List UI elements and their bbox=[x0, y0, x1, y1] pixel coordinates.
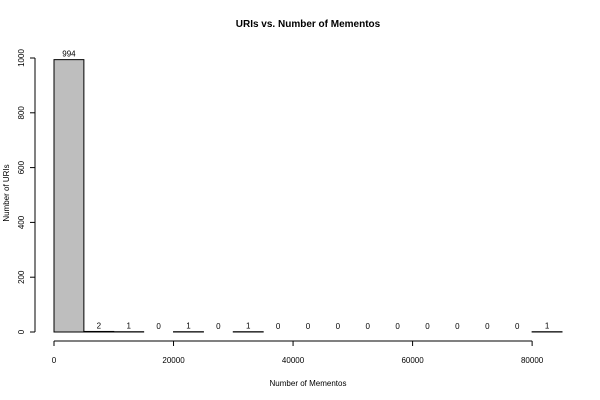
data-labels-group: 994 2 1 0 1 0 1 0 0 0 0 0 0 0 0 0 1 bbox=[62, 50, 550, 331]
x-axis: 0 20000 40000 60000 80000 bbox=[52, 340, 544, 365]
chart-title: URIs vs. Number of Mementos bbox=[236, 19, 381, 30]
bar-value-label: 0 bbox=[455, 322, 460, 331]
y-axis: 0 200 400 600 800 1000 bbox=[17, 49, 36, 334]
y-tick-label: 800 bbox=[17, 106, 26, 120]
x-tick-label: 20000 bbox=[162, 356, 185, 365]
bar-value-label: 0 bbox=[515, 322, 520, 331]
bar-value-label: 994 bbox=[62, 50, 76, 59]
bars-group bbox=[53, 59, 563, 333]
bar-value-label: 0 bbox=[395, 322, 400, 331]
bar-value-label: 0 bbox=[366, 322, 371, 331]
x-axis-title: Number of Mementos bbox=[270, 379, 347, 388]
y-axis-title: Number of URIs bbox=[2, 164, 11, 221]
bar-value-label: 0 bbox=[276, 322, 281, 331]
bar-value-label: 1 bbox=[545, 322, 550, 331]
bar-value-label: 0 bbox=[485, 322, 490, 331]
bar-value-label: 0 bbox=[336, 322, 341, 331]
x-tick-label: 40000 bbox=[282, 356, 305, 365]
x-tick-label: 0 bbox=[52, 356, 57, 365]
y-tick-label: 600 bbox=[17, 160, 26, 174]
y-tick-label: 1000 bbox=[17, 49, 26, 67]
histogram-bar bbox=[83, 330, 115, 333]
y-tick-label: 0 bbox=[17, 329, 26, 334]
bar-value-label: 0 bbox=[306, 322, 311, 331]
bar-value-label: 0 bbox=[156, 322, 161, 331]
bar-value-label: 0 bbox=[425, 322, 430, 331]
y-tick-label: 200 bbox=[17, 270, 26, 284]
x-tick-label: 80000 bbox=[521, 356, 544, 365]
bar-value-label: 1 bbox=[186, 322, 191, 331]
bar-value-label: 0 bbox=[216, 322, 221, 331]
bar-value-label: 1 bbox=[126, 322, 131, 331]
bar-value-label: 2 bbox=[97, 321, 102, 330]
histogram-bar bbox=[53, 59, 85, 333]
y-tick-label: 400 bbox=[17, 215, 26, 229]
bar-value-label: 1 bbox=[246, 322, 251, 331]
x-tick-label: 60000 bbox=[401, 356, 424, 365]
